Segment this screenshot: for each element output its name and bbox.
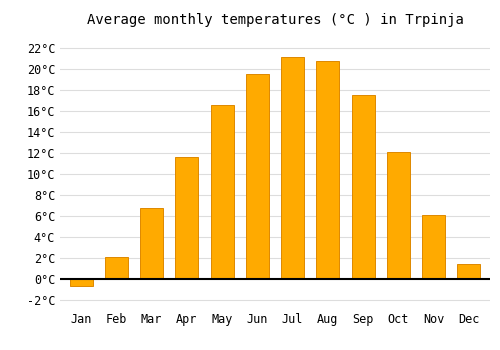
Bar bbox=[352, 95, 374, 279]
Bar bbox=[176, 157, 199, 279]
Bar bbox=[70, 279, 92, 286]
Bar bbox=[316, 61, 340, 279]
Bar bbox=[458, 264, 480, 279]
Bar bbox=[281, 57, 304, 279]
Bar bbox=[246, 74, 269, 279]
Bar bbox=[140, 208, 163, 279]
Title: Average monthly temperatures (°C ) in Trpinja: Average monthly temperatures (°C ) in Tr… bbox=[86, 13, 464, 27]
Bar bbox=[105, 257, 128, 279]
Bar bbox=[210, 105, 234, 279]
Bar bbox=[422, 215, 445, 279]
Bar bbox=[387, 152, 410, 279]
